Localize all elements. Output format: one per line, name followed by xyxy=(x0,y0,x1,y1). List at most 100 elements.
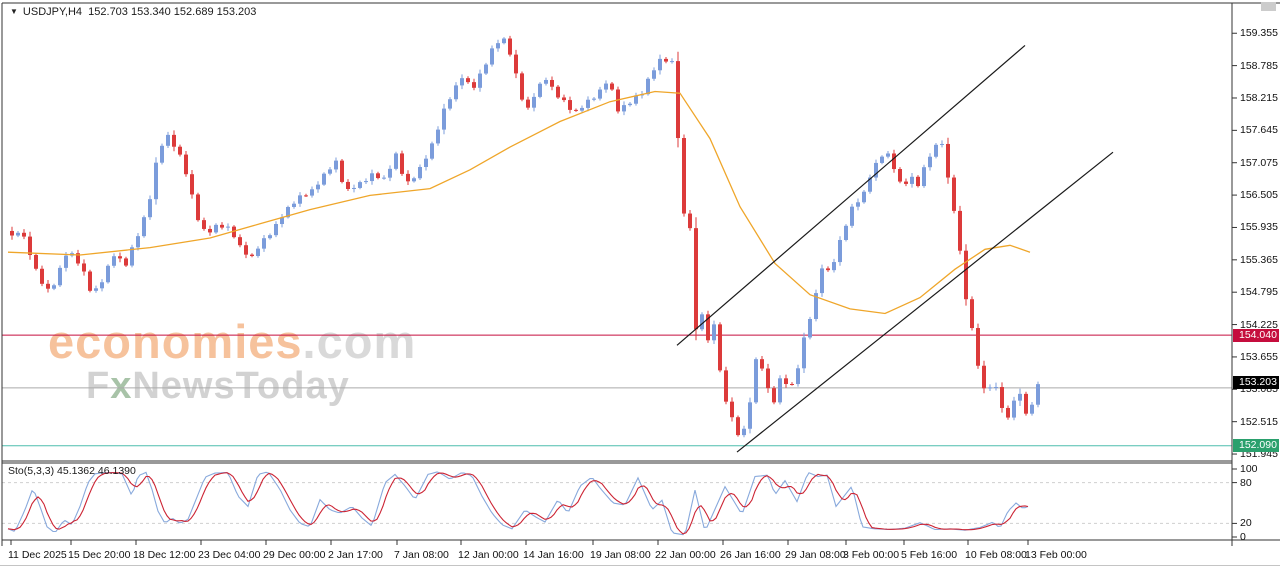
candle-body xyxy=(556,86,560,98)
candle-body xyxy=(178,146,182,155)
time-axis-label: 29 Dec 00:00 xyxy=(263,549,326,561)
price-axis-label: 154.795 xyxy=(1240,286,1278,299)
candle-body xyxy=(112,256,116,266)
candle-body xyxy=(232,226,236,238)
price-axis-label: 159.355 xyxy=(1240,27,1278,40)
time-axis-label: 29 Jan 08:00 xyxy=(785,549,846,561)
candle-body xyxy=(856,202,860,207)
candle-body xyxy=(292,203,296,207)
time-axis-label: 13 Feb 00:00 xyxy=(1025,549,1087,561)
candle-body xyxy=(358,182,362,188)
candle-body xyxy=(118,256,122,259)
candle-body xyxy=(868,177,872,192)
candle-body xyxy=(466,78,470,83)
time-axis-label: 3 Feb 00:00 xyxy=(843,549,900,561)
candle-body xyxy=(910,176,914,184)
candle-body xyxy=(400,153,404,174)
candle-body xyxy=(388,168,392,178)
candle-body xyxy=(304,195,308,197)
candle-body xyxy=(706,314,710,341)
price-axis-label: 156.505 xyxy=(1240,189,1278,202)
candle-body xyxy=(574,109,578,111)
time-axis-label: 5 Feb 16:00 xyxy=(901,549,958,561)
candle-body xyxy=(844,225,848,240)
candle-body xyxy=(826,268,830,271)
candle-body xyxy=(508,38,512,55)
time-axis-label: 14 Jan 16:00 xyxy=(523,549,584,561)
trendline[interactable] xyxy=(676,44,1026,346)
candle-body xyxy=(136,236,140,248)
candle-body xyxy=(790,383,794,385)
price-badge: 152.090 xyxy=(1233,439,1279,453)
candle-body xyxy=(850,206,854,226)
candle-body xyxy=(94,288,98,291)
candle-body xyxy=(430,143,434,159)
candle-body xyxy=(646,78,650,95)
candle-body xyxy=(316,184,320,190)
candle-body xyxy=(448,99,452,109)
candle-body xyxy=(796,368,800,385)
price-axis-label: 153.655 xyxy=(1240,350,1278,363)
candle-body xyxy=(76,253,80,264)
time-axis-label: 18 Dec 12:00 xyxy=(133,549,196,561)
watermark: economies.com FxNewsToday xyxy=(48,318,416,405)
trendline[interactable] xyxy=(736,151,1114,453)
time-axis-label: 26 Jan 16:00 xyxy=(720,549,781,561)
moving-average-line[interactable] xyxy=(7,90,1031,315)
candle-body xyxy=(952,177,956,211)
candle-body xyxy=(370,173,374,182)
candle-body xyxy=(460,78,464,86)
candle-body xyxy=(436,129,440,144)
candle-body xyxy=(550,79,554,87)
candle-body xyxy=(238,237,242,246)
candle-body xyxy=(892,153,896,170)
candle-body xyxy=(46,283,50,289)
candle-body xyxy=(934,144,938,157)
candle-body xyxy=(814,293,818,319)
candle-body xyxy=(490,48,494,65)
candle-body xyxy=(976,328,980,366)
price-axis-label: 155.935 xyxy=(1240,221,1278,234)
candle-body xyxy=(418,166,422,179)
candle-body xyxy=(280,217,284,225)
candle-body xyxy=(58,267,62,286)
ohlc-values: 152.703 153.340 152.689 153.203 xyxy=(88,6,257,18)
axis-corner-button[interactable] xyxy=(1261,2,1276,11)
candle-body xyxy=(604,83,608,90)
chart-title: ▼ USDJPY,H4 152.703 153.340 152.689 153.2… xyxy=(10,6,256,18)
candle-body xyxy=(16,232,20,236)
candle-body xyxy=(526,99,530,108)
candle-body xyxy=(592,98,596,100)
candle-body xyxy=(262,238,266,249)
candle-body xyxy=(226,226,230,228)
candle-body xyxy=(1030,404,1034,414)
candle-body xyxy=(442,108,446,130)
stoch-axis-label: 20 xyxy=(1240,517,1252,530)
time-axis-label: 22 Jan 00:00 xyxy=(655,549,716,561)
candle-body xyxy=(562,97,566,101)
symbol-period-label: USDJPY,H4 xyxy=(22,6,83,18)
candle-body xyxy=(34,254,38,269)
candle-body xyxy=(88,271,92,291)
candle-body xyxy=(322,173,326,185)
symbol-dropdown-icon[interactable]: ▼ xyxy=(10,7,18,16)
time-axis-label: 12 Jan 00:00 xyxy=(458,549,519,561)
candle-body xyxy=(904,181,908,184)
candle-body xyxy=(886,153,890,157)
price-badge: 154.040 xyxy=(1233,328,1279,342)
candle-body xyxy=(142,217,146,237)
candle-body xyxy=(964,250,968,300)
candle-body xyxy=(52,285,56,289)
candle-body xyxy=(928,156,932,168)
candle-body xyxy=(1006,407,1010,418)
candle-body xyxy=(328,169,332,174)
candle-body xyxy=(742,428,746,436)
candle-body xyxy=(478,73,482,88)
candle-body xyxy=(808,318,812,338)
candle-body xyxy=(334,160,338,170)
candle-body xyxy=(760,359,764,369)
candle-body xyxy=(820,268,824,294)
candle-body xyxy=(1018,393,1022,401)
